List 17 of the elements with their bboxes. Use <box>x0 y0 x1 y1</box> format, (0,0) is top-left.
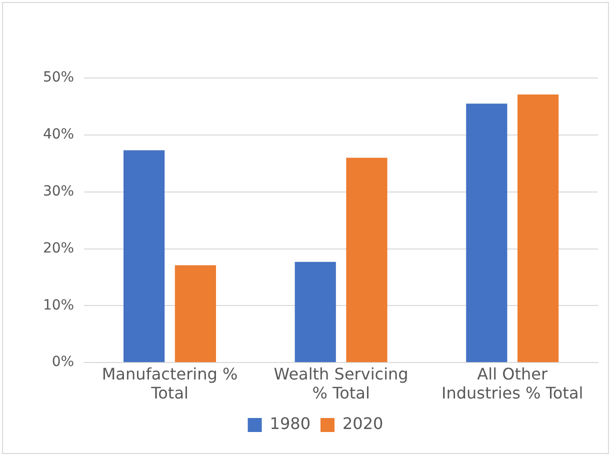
legend-label: 2020 <box>342 414 384 434</box>
bar <box>124 150 165 362</box>
y-tick-label: 10% <box>42 297 74 314</box>
y-tick-label: 50% <box>42 70 74 86</box>
bar <box>346 158 388 362</box>
y-tick-label: 0% <box>52 354 74 370</box>
bar <box>174 265 216 362</box>
x-tick-label: All Other Industries % Total <box>441 364 584 403</box>
x-tick-label: Manufactering % Total <box>102 364 238 403</box>
bar <box>466 104 508 362</box>
x-tick-label: Wealth Servicing % Total <box>274 364 408 403</box>
y-tick-label: 30% <box>42 183 74 200</box>
bar <box>294 262 336 362</box>
bar <box>517 94 559 362</box>
legend-label: 1980 <box>270 414 310 434</box>
y-tick-label: 20% <box>42 240 74 256</box>
y-tick-label: 40% <box>42 126 74 143</box>
